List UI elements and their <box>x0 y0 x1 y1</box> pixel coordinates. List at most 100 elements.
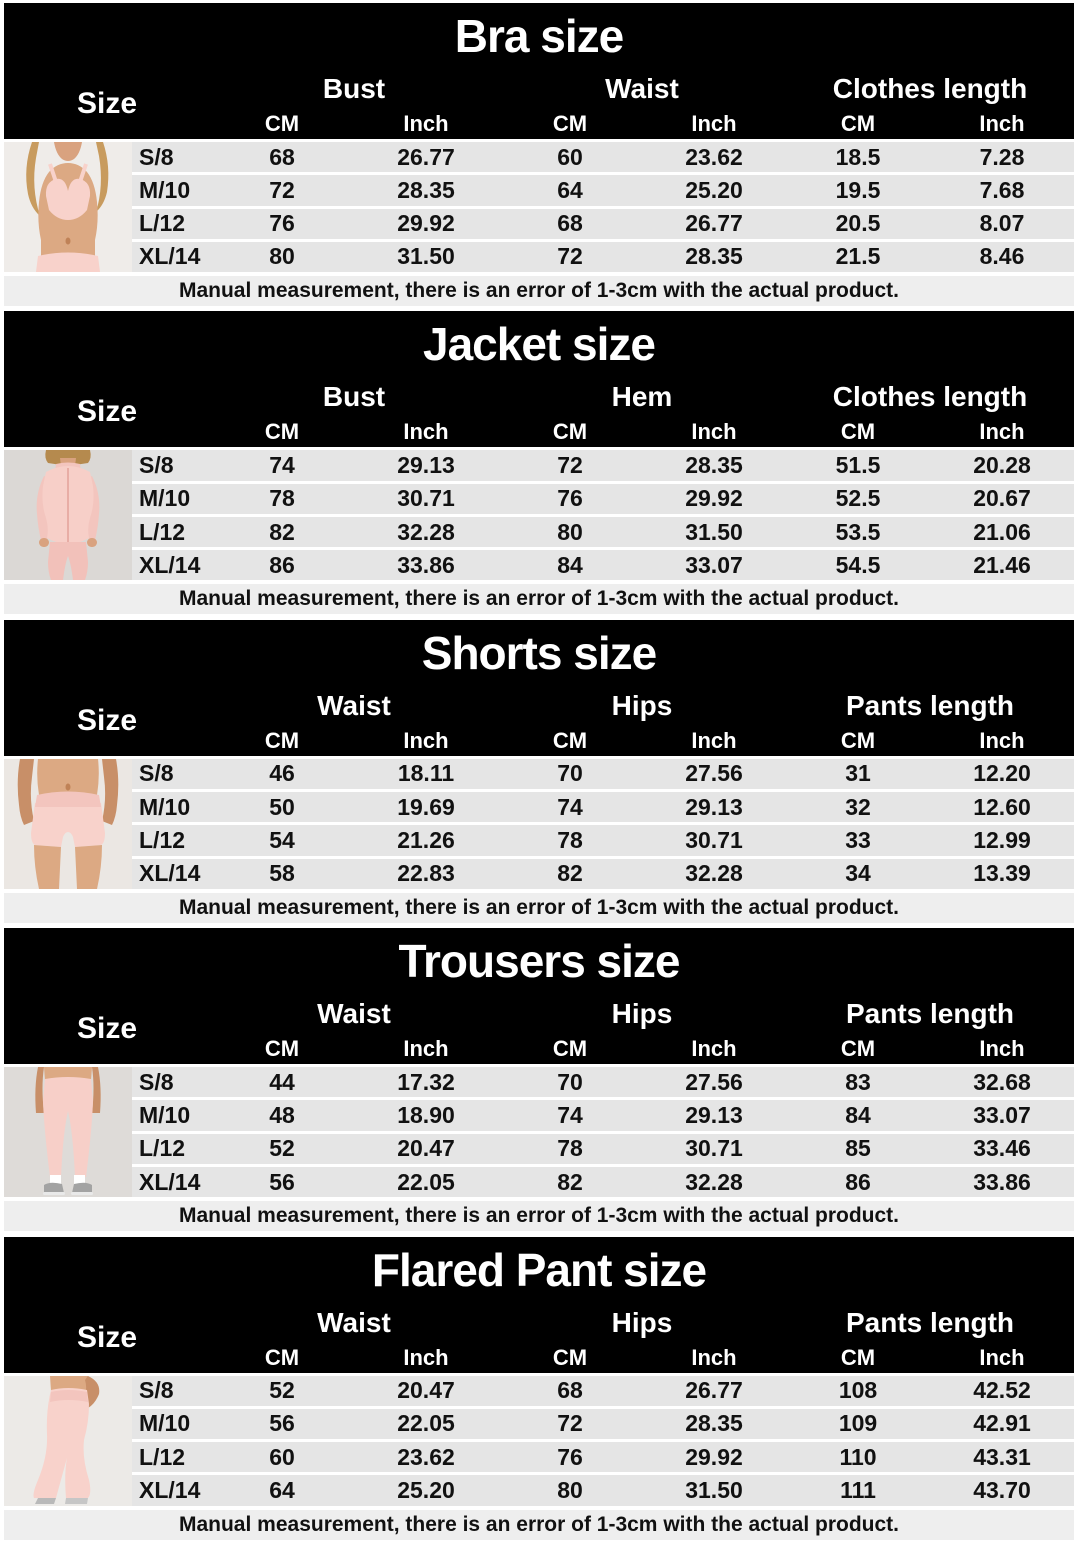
value-cell: 30.71 <box>397 485 455 512</box>
table-row: M/10 48 18.90 74 29.13 84 33.07 <box>132 1100 1074 1131</box>
table-row: S/8 46 18.11 70 27.56 31 12.20 <box>132 758 1074 790</box>
value-cell: 60 <box>557 143 583 170</box>
size-cell: L/12 <box>139 826 186 853</box>
measure-group-header: Pants length <box>845 1306 1014 1338</box>
value-cell: 32.28 <box>685 1168 743 1195</box>
unit-header: CM <box>840 1344 876 1370</box>
value-cell: 23.62 <box>397 1443 455 1470</box>
unit-header: Inch <box>979 1036 1025 1062</box>
column-header-grid: Size Bust Waist Clothes length CM Inch C… <box>4 69 1074 139</box>
size-cell: M/10 <box>139 176 191 203</box>
unit-header: Inch <box>691 111 737 136</box>
measurement-note: Manual measurement, there is an error of… <box>4 892 1074 923</box>
product-photo <box>4 1375 132 1506</box>
value-cell: 68 <box>557 1377 583 1404</box>
size-cell: L/12 <box>139 1135 186 1162</box>
value-cell: 21.46 <box>973 551 1031 578</box>
value-cell: 60 <box>269 1443 295 1470</box>
table-row: S/8 74 29.13 72 28.35 51.5 20.28 <box>132 450 1074 481</box>
value-cell: 109 <box>838 1410 878 1437</box>
unit-header: Inch <box>979 727 1025 753</box>
value-cell: 12.99 <box>973 826 1031 853</box>
value-cell: 80 <box>557 1476 583 1503</box>
value-cell: 26.77 <box>397 143 455 170</box>
unit-header: Inch <box>403 111 449 136</box>
unit-header: CM <box>552 1036 588 1062</box>
value-cell: 82 <box>269 518 295 545</box>
product-photo <box>4 450 132 581</box>
unit-header: CM <box>840 727 876 753</box>
value-cell: 20.28 <box>973 452 1031 479</box>
value-cell: 85 <box>845 1135 871 1162</box>
size-cell: L/12 <box>139 1443 186 1470</box>
measure-group-header: Hips <box>611 998 673 1030</box>
size-cell: S/8 <box>139 760 174 787</box>
value-cell: 78 <box>557 1135 583 1162</box>
measure-group-header: Pants length <box>845 998 1014 1030</box>
table-row: XL/14 80 31.50 72 28.35 21.5 8.46 <box>132 241 1074 272</box>
trousers-product-photo <box>4 1067 132 1198</box>
unit-header: CM <box>552 727 588 753</box>
value-cell: 54 <box>269 826 295 853</box>
size-column-header: Size <box>76 395 138 429</box>
value-cell: 46 <box>269 760 295 787</box>
value-cell: 12.60 <box>973 793 1031 820</box>
value-cell: 28.35 <box>685 452 743 479</box>
size-cell: XL/14 <box>139 243 201 270</box>
unit-header: CM <box>264 727 300 753</box>
value-cell: 18.11 <box>397 760 455 787</box>
size-cell: XL/14 <box>139 860 201 887</box>
value-cell: 33.86 <box>397 551 455 578</box>
size-cell: M/10 <box>139 1410 191 1437</box>
unit-header: CM <box>264 1036 300 1062</box>
size-section-flared: Flared Pant size Size Waist Hips Pants l… <box>0 1234 1078 1542</box>
value-cell: 8.46 <box>979 243 1025 270</box>
value-cell: 43.70 <box>973 1476 1031 1503</box>
value-cell: 72 <box>557 243 583 270</box>
value-cell: 33.46 <box>973 1135 1031 1162</box>
table-row: XL/14 64 25.20 80 31.50 111 43.70 <box>132 1475 1074 1506</box>
value-cell: 68 <box>269 143 295 170</box>
section-title: Flared Pant size <box>371 1243 707 1296</box>
size-section-bra: Bra size Size Bust Waist Clothes length … <box>0 0 1078 308</box>
section-title: Shorts size <box>421 626 657 679</box>
measurement-note: Manual measurement, there is an error of… <box>4 1509 1074 1540</box>
measure-group-header: Waist <box>317 998 391 1030</box>
value-cell: 29.92 <box>397 210 455 237</box>
value-cell: 74 <box>557 1102 583 1129</box>
value-cell: 8.07 <box>979 210 1025 237</box>
table-row: XL/14 58 22.83 82 32.28 34 13.39 <box>132 858 1074 889</box>
value-cell: 32 <box>845 793 871 820</box>
value-cell: 25.20 <box>685 176 743 203</box>
table-row: XL/14 86 33.86 84 33.07 54.5 21.46 <box>132 550 1074 581</box>
value-cell: 84 <box>845 1102 871 1129</box>
value-cell: 21.06 <box>973 518 1031 545</box>
value-cell: 7.28 <box>979 143 1025 170</box>
table-row: M/10 50 19.69 74 29.13 32 12.60 <box>132 792 1074 823</box>
value-cell: 31 <box>845 760 871 787</box>
value-cell: 28.35 <box>685 243 743 270</box>
size-cell: XL/14 <box>139 551 201 578</box>
size-section-shorts: Shorts size Size Waist Hips Pants length… <box>0 617 1078 925</box>
value-cell: 72 <box>557 452 583 479</box>
size-section-trousers: Trousers size Size Waist Hips Pants leng… <box>0 925 1078 1233</box>
value-cell: 12.20 <box>973 760 1031 787</box>
table-row: M/10 56 22.05 72 28.35 109 42.91 <box>132 1408 1074 1440</box>
value-cell: 70 <box>557 1068 583 1095</box>
value-cell: 30.71 <box>685 826 743 853</box>
value-cell: 29.13 <box>685 1102 743 1129</box>
table-row: L/12 54 21.26 78 30.71 33 12.99 <box>132 825 1074 856</box>
value-cell: 29.92 <box>685 1443 743 1470</box>
measure-group-header: Hips <box>611 689 673 721</box>
value-cell: 31.50 <box>685 1476 743 1503</box>
value-cell: 43.31 <box>973 1443 1031 1470</box>
value-cell: 30.71 <box>685 1135 743 1162</box>
value-cell: 108 <box>838 1377 878 1404</box>
value-cell: 84 <box>557 551 583 578</box>
value-cell: 74 <box>269 452 295 479</box>
size-cell: S/8 <box>139 452 174 479</box>
unit-header: CM <box>840 419 876 445</box>
measure-group-header: Clothes length <box>832 381 1028 413</box>
value-cell: 33.07 <box>685 551 743 578</box>
product-photo <box>4 1067 132 1198</box>
